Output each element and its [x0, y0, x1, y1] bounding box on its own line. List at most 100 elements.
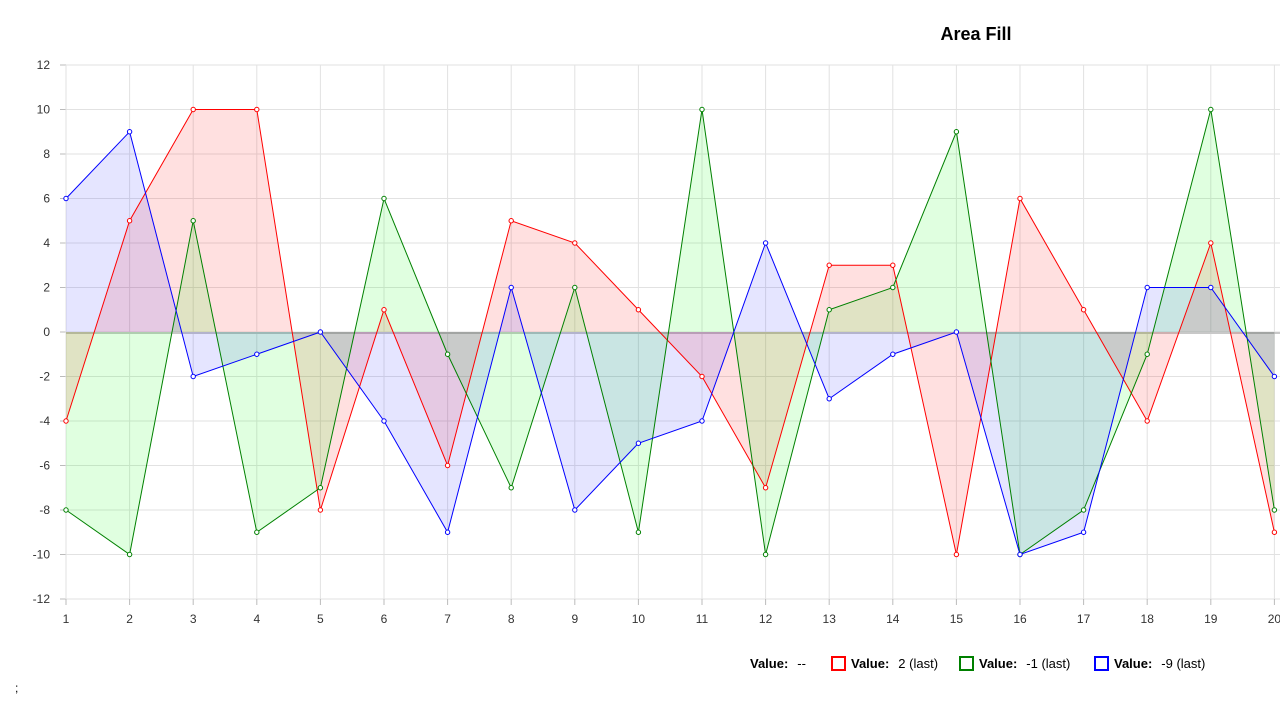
series-3-point — [762, 240, 769, 246]
x-tick-label: 9 — [571, 612, 578, 626]
series-3-point — [444, 529, 451, 535]
x-tick-label: 6 — [381, 612, 388, 626]
y-tick-label: -6 — [39, 459, 50, 473]
series-1-point — [190, 106, 196, 113]
legend-item-cursor: Value: -- — [750, 656, 806, 671]
legend-label: Value: — [979, 656, 1018, 671]
x-tick-label: 18 — [1141, 612, 1155, 626]
legend-item-series-3[interactable]: Value: -9 (last) — [1094, 656, 1205, 671]
y-tick-label: -4 — [39, 414, 50, 428]
series-1-point — [126, 218, 133, 224]
series-1-point — [890, 262, 896, 268]
series-2-point — [126, 551, 133, 558]
series-1-point — [1080, 307, 1087, 313]
series-1-point — [762, 485, 769, 491]
series-1-point — [444, 462, 451, 469]
series-1-point — [572, 240, 578, 246]
series-1-point — [1271, 529, 1278, 535]
series-2-point — [317, 485, 324, 491]
series-3-point — [63, 195, 69, 202]
x-tick-label: 8 — [508, 612, 515, 626]
x-tick-label: 13 — [823, 612, 837, 626]
series-2-point — [572, 284, 578, 291]
zero-line — [66, 332, 1280, 334]
x-tick-label: 17 — [1077, 612, 1091, 626]
series-1-line — [65, 109, 1275, 555]
series-2-point — [635, 529, 642, 535]
x-tick-label: 11 — [696, 612, 709, 626]
series-1-area — [66, 109, 1275, 555]
series-1-point — [63, 418, 69, 424]
y-tick-label: -12 — [33, 592, 51, 606]
series-2-point — [444, 351, 451, 357]
series-2-point — [190, 218, 196, 224]
y-axis: -12 -10 -8 -6 -4 -2 0 2 4 6 8 10 12 — [33, 58, 51, 606]
series-3-point — [572, 507, 578, 513]
series-3-point — [953, 329, 960, 335]
series-1-point — [699, 373, 705, 380]
series-3-point — [254, 351, 260, 357]
series-2-point — [254, 529, 260, 535]
legend-value: -1 (last) — [1026, 656, 1071, 671]
series-1-point — [317, 507, 324, 513]
x-tick-label: 7 — [444, 612, 451, 626]
series-3-point — [381, 418, 387, 424]
series-2-point — [1080, 507, 1087, 513]
zero-band — [66, 332, 1280, 334]
y-tick-label: 2 — [43, 281, 50, 295]
series-3-point — [1271, 373, 1278, 380]
series-2-point — [953, 129, 960, 135]
series-2-point — [1144, 351, 1150, 357]
x-tick-label: 2 — [126, 612, 133, 626]
x-tick-label: 10 — [632, 612, 646, 626]
x-tick-label: 14 — [886, 612, 900, 626]
series-2-point — [1271, 507, 1278, 513]
legend-swatch-red — [831, 656, 846, 671]
x-tick-label: 1 — [63, 612, 70, 626]
series-2-point — [1208, 106, 1214, 113]
x-tick-label: 5 — [317, 612, 324, 626]
y-tick-label: 0 — [43, 325, 50, 339]
legend-item-series-2[interactable]: Value: -1 (last) — [959, 656, 1070, 671]
series-3-point — [126, 129, 133, 135]
chart-title: Area Fill — [940, 24, 1012, 44]
series-3-point — [635, 440, 642, 446]
series-1-point — [826, 262, 832, 268]
series-2-point — [826, 307, 832, 313]
series-2-line — [65, 109, 1275, 556]
series-lines — [65, 109, 1275, 556]
series-3-line — [65, 130, 1275, 556]
series-1-point — [254, 106, 260, 113]
series-2-point — [890, 284, 896, 291]
series-3-point — [826, 396, 832, 402]
legend-item-series-1[interactable]: Value: 2 (last) — [831, 656, 938, 671]
x-tick-label: 4 — [253, 612, 260, 626]
series-1-point — [508, 218, 514, 224]
legend-value: -- — [797, 656, 806, 671]
series-2-area — [66, 109, 1275, 555]
x-tick-label: 19 — [1204, 612, 1218, 626]
x-tick-label: 3 — [190, 612, 197, 626]
legend-label: Value: — [750, 656, 789, 671]
legend-swatch-blue — [1094, 656, 1109, 671]
legend-value: 2 (last) — [898, 656, 939, 671]
x-tick-label: 16 — [1013, 612, 1027, 626]
y-tick-label: 4 — [43, 236, 50, 250]
series-points — [63, 106, 1278, 558]
series-3-point — [190, 373, 196, 380]
series-3-point — [699, 418, 705, 424]
series-2-point — [762, 551, 769, 558]
series-2-point — [508, 485, 514, 491]
legend: Value: -- Value: 2 (last) Value: -1 (las… — [0, 656, 1280, 678]
x-tick-label: 12 — [759, 612, 773, 626]
y-tick-label: -8 — [39, 503, 50, 517]
series-3-point — [890, 351, 896, 357]
y-tick-label: 12 — [37, 58, 51, 72]
y-tick-label: 6 — [43, 192, 50, 206]
series-3-point — [1017, 551, 1023, 558]
series-2-point — [381, 195, 387, 202]
footer-text: ; — [15, 681, 19, 695]
series-1-point — [1144, 418, 1150, 424]
legend-label: Value: — [851, 656, 890, 671]
